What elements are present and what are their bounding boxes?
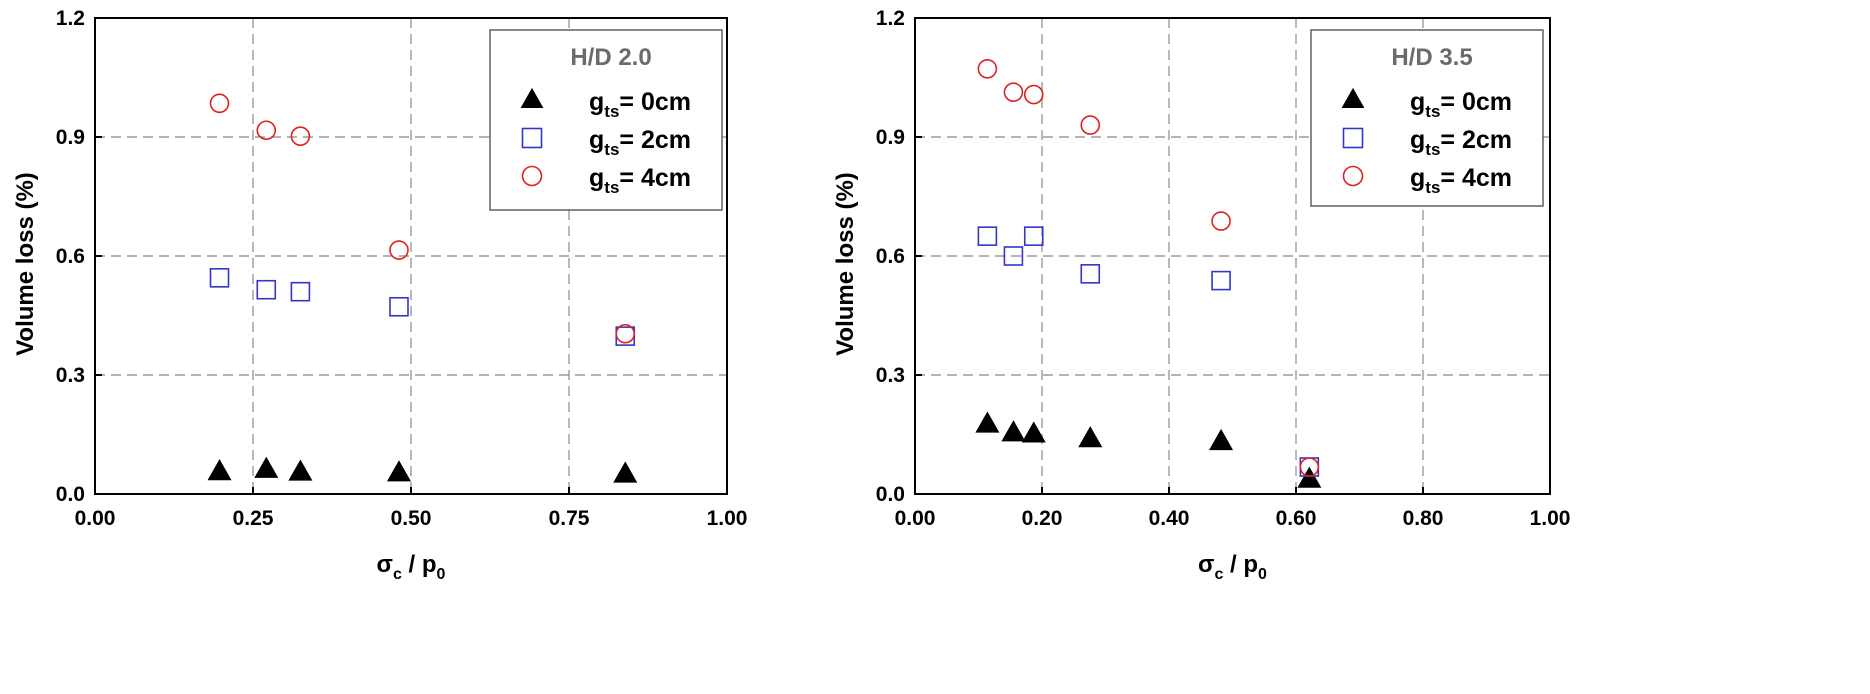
- series-circle-open: [209, 93, 636, 344]
- x-tick-label: 0.40: [1149, 507, 1190, 530]
- chart-panel-1: 0.00 0.25 0.50 0.75 1.00 0.0 0.3 0.6 0.9 1.2 Volum…: [12, 7, 747, 583]
- data-point: [1080, 115, 1101, 135]
- legend-entry: gts= 2cm: [589, 126, 691, 159]
- x-tick-label: 0.00: [75, 507, 116, 530]
- data-point: [290, 126, 311, 147]
- data-point: [1003, 82, 1024, 102]
- data-point: [975, 411, 1000, 433]
- y-tick-label: 0.9: [56, 126, 85, 149]
- x-tick-label: 1.00: [1530, 507, 1571, 530]
- data-point: [389, 240, 409, 260]
- x-tick-label: 0.75: [549, 507, 590, 530]
- legend-marker: [1341, 87, 1365, 108]
- y-axis-title: Volume loss (%): [12, 172, 39, 356]
- series-triangle-filled: [975, 411, 1322, 488]
- legend-title: H/D 2.0: [570, 44, 651, 71]
- x-tick-label: 0.00: [895, 507, 936, 530]
- data-point: [977, 226, 998, 246]
- legend-entry: gts= 4cm: [1410, 164, 1512, 197]
- data-point: [1209, 428, 1234, 451]
- data-point: [1080, 264, 1101, 284]
- x-tick-label: 0.25: [233, 507, 274, 530]
- y-tick-label: 0.0: [876, 483, 905, 506]
- data-point: [386, 460, 412, 482]
- x-axis-title: σc / p0: [377, 551, 446, 583]
- legend-marker: [1342, 127, 1364, 149]
- y-axis-title: Volume loss (%): [832, 172, 859, 356]
- y-tick-label: 0.0: [56, 483, 85, 506]
- data-point: [254, 456, 279, 478]
- y-tick-label: 0.3: [56, 364, 85, 387]
- data-point: [290, 281, 311, 302]
- y-tick-label: 1.2: [876, 7, 905, 30]
- y-tick-label: 0.9: [876, 126, 905, 149]
- data-point: [613, 461, 638, 483]
- legend-marker: [1342, 165, 1364, 187]
- data-point: [256, 279, 277, 300]
- x-tick-label: 0.60: [1276, 507, 1317, 530]
- data-point: [977, 58, 998, 79]
- y-tick-label: 0.3: [876, 364, 905, 387]
- series-square-open: [209, 268, 636, 346]
- y-tick-label: 0.6: [876, 245, 905, 268]
- data-point: [207, 459, 232, 481]
- data-point: [288, 459, 313, 481]
- x-tick-label: 0.80: [1403, 507, 1444, 530]
- legend-entry: gts= 4cm: [589, 164, 691, 197]
- y-tick-label: 1.2: [56, 7, 85, 30]
- legend-entry: gts= 0cm: [589, 88, 691, 121]
- x-tick-label: 0.20: [1022, 507, 1063, 530]
- legend-box: [489, 29, 723, 211]
- data-point: [1078, 426, 1103, 448]
- data-point: [1023, 84, 1044, 105]
- chart-panel-2: 0.00 0.20 0.40 0.60 0.80 1.00 0.0 0.3 0.6 0.9 1.2 V…: [832, 7, 1570, 583]
- legend-box: [1310, 29, 1544, 207]
- data-point: [1001, 420, 1026, 442]
- legend: H/D 3.5 gts= 0cm gts= 2cm gts= 4cm: [1310, 29, 1544, 207]
- data-point: [1211, 270, 1231, 291]
- legend-entry: gts= 0cm: [1410, 88, 1512, 121]
- data-point: [1021, 421, 1046, 443]
- data-point: [1003, 246, 1024, 266]
- data-point: [209, 268, 230, 288]
- legend-marker: [521, 165, 543, 187]
- data-point: [1299, 457, 1320, 477]
- data-point: [389, 296, 409, 317]
- series-circle-open: [977, 58, 1320, 477]
- data-point: [1211, 211, 1231, 231]
- grid: [95, 18, 727, 494]
- legend: H/D 2.0 gts= 0cm gts= 2cm gts= 4cm: [489, 29, 723, 211]
- series-triangle-filled: [207, 456, 638, 483]
- data-point: [209, 93, 230, 114]
- legend-marker: [521, 127, 543, 149]
- data-point: [615, 323, 636, 344]
- data-point: [1023, 226, 1044, 246]
- y-tick-label: 0.6: [56, 245, 85, 268]
- x-tick-label: 0.50: [391, 507, 432, 530]
- x-tick-label: 1.00: [707, 507, 748, 530]
- data-point: [256, 120, 277, 141]
- legend-entry: gts= 2cm: [1410, 126, 1512, 159]
- x-axis-title: σc / p0: [1198, 551, 1267, 583]
- legend-title: H/D 3.5: [1391, 44, 1472, 71]
- data-point: [1297, 466, 1322, 488]
- legend-marker: [520, 87, 544, 108]
